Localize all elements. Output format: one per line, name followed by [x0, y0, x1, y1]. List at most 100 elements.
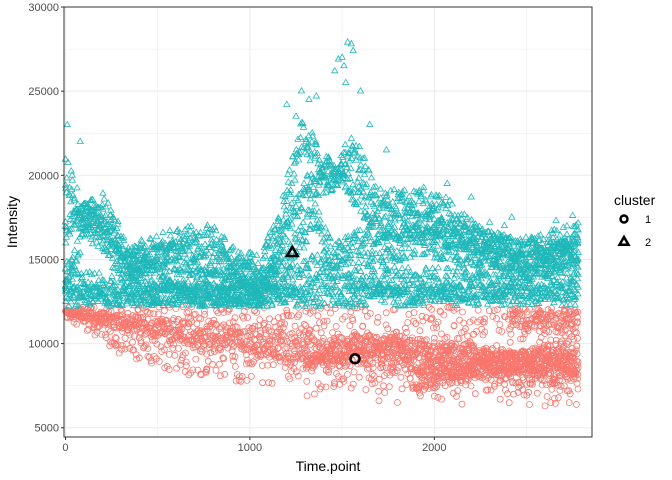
- cluster-1-point: [502, 386, 509, 394]
- cluster-1-point: [478, 374, 486, 382]
- cluster-2-point: [251, 263, 259, 271]
- cluster-1-point: [500, 369, 508, 377]
- cluster-1-point: [458, 400, 466, 408]
- cluster-1-point: [134, 306, 142, 314]
- cluster-2-point: [280, 202, 288, 210]
- cluster-2-point: [360, 154, 369, 161]
- cluster-1-point: [420, 342, 428, 350]
- cluster-2-point: [350, 148, 359, 155]
- cluster-1-point: [430, 334, 438, 342]
- cluster-1-point: [281, 320, 289, 328]
- cluster-1-point: [434, 394, 442, 401]
- cluster-1-point: [320, 317, 328, 325]
- cluster-1-point: [484, 386, 492, 394]
- cluster-2-point: [414, 238, 423, 245]
- cluster-2-point: [369, 183, 378, 190]
- cluster-2-point: [203, 228, 212, 236]
- cluster-1-point: [414, 336, 422, 343]
- cluster-2-point: [347, 164, 355, 171]
- cluster-1-point: [305, 327, 313, 335]
- cluster-1-point: [568, 310, 576, 318]
- cluster-2-point: [390, 257, 399, 264]
- cluster-1-point: [549, 318, 557, 326]
- cluster-1-point: [518, 347, 526, 355]
- cluster-1-point: [185, 371, 193, 379]
- cluster-1-point: [516, 310, 524, 318]
- cluster-1-point: [394, 345, 402, 353]
- cluster-1-point: [548, 304, 556, 312]
- cluster-1-point: [222, 323, 229, 331]
- cluster-1-point: [569, 353, 576, 361]
- cluster-1-point: [534, 317, 541, 325]
- cluster-1-point: [558, 363, 565, 371]
- cluster-1-point: [572, 346, 580, 354]
- cluster-1-point: [573, 342, 581, 350]
- cluster-2-point: [264, 242, 273, 249]
- cluster-2-point: [166, 244, 175, 251]
- cluster-1-point: [294, 303, 302, 311]
- cluster-2-point: [401, 254, 410, 261]
- cluster-1-point: [280, 337, 287, 345]
- cluster-2-point: [136, 244, 145, 252]
- cluster-2-point: [264, 234, 272, 241]
- cluster-2-point: [247, 257, 256, 265]
- cluster-2-point: [91, 211, 99, 218]
- cluster-2-point: [327, 186, 336, 193]
- cluster-2-point: [398, 187, 407, 195]
- cluster-2-point: [431, 246, 439, 254]
- cluster-2-point: [106, 206, 115, 213]
- cluster-1-point: [360, 347, 368, 355]
- cluster-2-point: [400, 239, 408, 247]
- cluster-2-point: [419, 186, 428, 194]
- cluster-1-point: [245, 324, 253, 332]
- cluster-2-point: [201, 263, 210, 270]
- cluster-2-point: [215, 255, 224, 262]
- cluster-2-point: [172, 247, 180, 254]
- cluster-1-point: [436, 307, 444, 315]
- cluster-1-point: [231, 314, 239, 322]
- cluster-1-point: [224, 344, 232, 352]
- cluster-2-point: [385, 201, 393, 209]
- cluster-2-point: [410, 250, 419, 257]
- cluster-2-point: [72, 256, 81, 264]
- cluster-1-point: [398, 385, 406, 393]
- cluster-1-point: [332, 339, 340, 347]
- cluster-2-point: [313, 221, 321, 228]
- cluster-2-point: [284, 170, 292, 178]
- cluster-2-point: [417, 190, 425, 197]
- cluster-1-point: [181, 319, 189, 327]
- cluster-1-point: [432, 373, 440, 381]
- cluster-1-point: [500, 350, 508, 358]
- cluster-2-point: [286, 190, 295, 198]
- cluster-1-point: [427, 316, 435, 323]
- cluster-1-point: [294, 372, 302, 380]
- cluster-2-point: [213, 253, 221, 260]
- cluster-1-point: [428, 305, 435, 313]
- cluster-2-point: [295, 237, 303, 245]
- cluster-1-point: [343, 361, 350, 369]
- cluster-1-point: [209, 360, 216, 368]
- cluster-1-point: [571, 328, 579, 336]
- cluster-2-point: [427, 190, 436, 198]
- cluster-2-point: [290, 169, 298, 177]
- cluster-1-point: [487, 376, 495, 384]
- cluster-2-point: [233, 254, 242, 262]
- cluster-1-point: [541, 370, 548, 377]
- cluster-1-point: [218, 334, 225, 342]
- cluster-1-point: [523, 380, 531, 388]
- cluster-1-point: [517, 320, 525, 328]
- cluster-1-point: [122, 340, 130, 348]
- cluster-2-point: [303, 212, 312, 220]
- cluster-1-point: [346, 322, 354, 330]
- cluster-1-point: [416, 392, 424, 400]
- cluster-1-point: [379, 350, 387, 358]
- cluster-2-point: [371, 255, 379, 263]
- cluster-2-point: [152, 253, 161, 260]
- cluster-1-point: [516, 368, 523, 376]
- cluster-2-point: [394, 194, 402, 201]
- cluster-2-point: [422, 197, 430, 204]
- cluster-2-point: [310, 207, 319, 214]
- cluster-2-point: [252, 251, 261, 258]
- cluster-1-point: [212, 366, 220, 374]
- cluster-1-point: [216, 372, 224, 380]
